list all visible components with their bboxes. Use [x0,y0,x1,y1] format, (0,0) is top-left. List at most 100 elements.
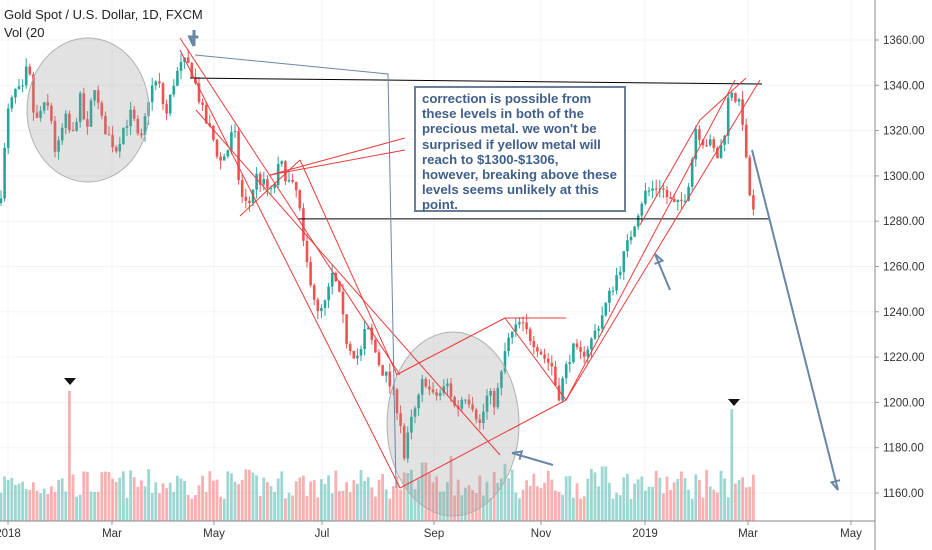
x-tick-label: 2019 [632,528,658,540]
volume-bar [244,469,248,521]
volume-bar [586,478,590,521]
volume-bar [136,486,140,521]
drawings [26,30,841,517]
candle-body [431,389,435,393]
volume-bar [525,480,528,521]
candle-body [269,187,273,189]
volume-bar [176,475,179,521]
volume-bar [662,493,665,521]
candle-body [89,100,93,127]
candle-body [312,285,316,300]
candle-body [316,299,320,312]
candles [0,49,755,463]
chart-title: Gold Spot / U.S. Dollar, 1D, FXCM [4,7,203,22]
candle-body [100,102,104,116]
candle-body [399,413,402,426]
volume-bar [651,486,654,521]
candle-body [752,195,755,210]
volume-bar [744,487,748,521]
volume-bar [320,479,323,521]
volume-bar [716,492,719,521]
volume-bar [406,472,410,521]
volume-bar [453,495,456,521]
candle-body [503,351,507,372]
candle-body [42,102,46,111]
candle-body [597,328,600,331]
candle-body [366,327,370,330]
volume-bar [114,482,118,521]
candle-body [273,185,276,188]
candle-body [320,307,323,312]
candle-body [467,399,471,405]
volume-bar [237,484,240,521]
candle-body [46,102,50,106]
candle-body [572,343,575,363]
trendline [269,137,406,176]
candle-body [424,379,428,387]
candle-body [453,396,456,406]
volume-bar [644,490,647,521]
candle-body [215,139,219,157]
volume-bar [424,462,428,521]
candle-body [557,385,561,401]
volume-bar [546,470,550,521]
candle-body [359,349,363,356]
candle-body [554,366,557,386]
volume-bar [503,463,507,521]
volume-bar [269,485,273,521]
candle-body [323,300,327,308]
candle-body [140,133,143,136]
y-tick-label: 1340.00 [883,80,925,92]
candle-body [514,324,518,332]
candle-body [474,409,478,420]
candle-body [626,240,629,252]
candle-body [730,92,734,98]
candle-body [658,188,662,190]
candle-body [226,150,230,157]
candle-body [348,344,352,351]
trendline [565,79,736,401]
candle-body [327,286,330,301]
volume-bar [334,470,338,521]
volume-bar [57,479,60,521]
candle-body [698,129,701,140]
candle-body [575,343,579,348]
candle-body [17,86,21,89]
y-tick-label: 1320.00 [883,126,925,138]
candle-body [298,190,302,209]
volume-bar [93,492,96,521]
volume-bar [28,490,32,521]
volume-bar [374,496,377,521]
volume-bar [402,472,406,521]
volume-bar [701,497,705,521]
volume-bars [0,391,755,521]
candle-body [518,322,521,325]
candle-body [64,113,68,128]
marker-triangle [64,378,76,385]
volume-bar [17,483,21,521]
volume-bar [276,478,280,521]
candle-body [568,362,572,365]
volume-bar [489,497,492,521]
volume-bar [640,476,644,521]
candle-body [741,99,744,125]
volume-bar [168,482,172,521]
candle-body [705,145,708,147]
candle-body [669,197,672,199]
annotation-note[interactable]: correction is possible from these levels… [414,86,626,212]
candle-body [262,179,266,185]
candle-body [60,127,64,141]
volume-bar [543,482,546,521]
volume-bar [528,486,532,521]
volume-bar [50,486,53,521]
trendline [565,79,761,401]
volume-bar [60,478,64,521]
candle-body [86,119,89,127]
candle-body [726,97,730,136]
trendline [299,159,398,376]
volume-bar [122,471,125,521]
volume-bar [705,469,708,521]
candle-body [579,347,582,352]
candle-body [719,144,723,159]
